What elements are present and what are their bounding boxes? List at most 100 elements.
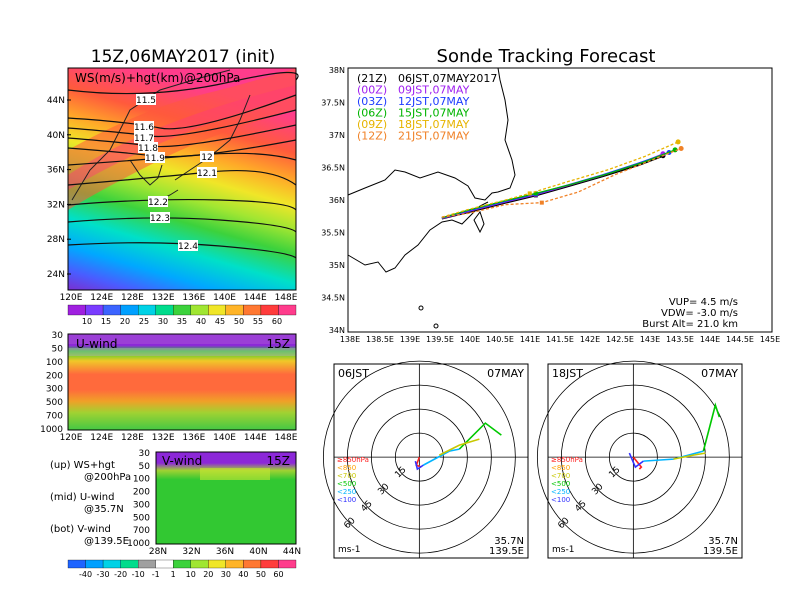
contour-label-bg <box>138 142 158 153</box>
track-legend-z: (03Z) <box>357 95 387 108</box>
hodograph-lat: 35.7N <box>708 536 738 547</box>
track-burst-marker <box>527 191 532 196</box>
tick-label: 138.5E <box>366 335 394 344</box>
tick-label: 35.5N <box>321 229 345 238</box>
colorbar-label: -1 <box>152 570 160 579</box>
hodograph-level-label: <250 <box>337 488 356 496</box>
track-legend-jst: 12JST,07MAY <box>398 95 470 108</box>
tick-label: 144E <box>244 293 267 303</box>
hodograph-lat: 35.7N <box>494 536 524 547</box>
colorbar-cell <box>138 304 156 316</box>
param-burst: Burst Alt= 21.0 km <box>642 319 738 330</box>
colorbar-cell <box>278 304 297 316</box>
tick-label: 148E <box>275 433 298 443</box>
tick-label: 136E <box>182 293 205 303</box>
track-legend-jst: 15JST,07MAY <box>398 107 470 120</box>
right-title: Sonde Tracking Forecast <box>437 46 656 67</box>
tick-label: 28N <box>47 235 65 245</box>
track-series-line <box>441 141 679 218</box>
colorbar-cell <box>120 304 139 316</box>
track-lat-ticks: 38N 37.5N 37N 36.5N 36N 35.5N 35N 34.5N 34N <box>321 66 345 335</box>
tick-label: 132E <box>152 293 175 303</box>
track-burst-point <box>675 139 681 145</box>
u-wind-top-band <box>68 334 296 344</box>
colorbar-cell <box>190 559 209 569</box>
hodograph-level-label: <100 <box>551 496 570 504</box>
tick-label: 141E <box>520 335 540 344</box>
tick-label: 140E <box>460 335 480 344</box>
uv-colorbar: -40 -30 -20 -10 -1 1 10 20 30 40 50 60 <box>67 559 297 579</box>
colorbar-label: -10 <box>132 570 145 579</box>
hodograph-date: 07MAY <box>487 367 524 380</box>
tick-label: 200 <box>46 371 63 381</box>
island <box>433 323 439 329</box>
hodograph-time: 18JST <box>552 367 583 380</box>
hodograph-ring <box>608 432 658 482</box>
contour-label: 12.2 <box>148 198 168 208</box>
colorbar-cell <box>85 304 104 316</box>
colorbar-cell <box>225 304 244 316</box>
hodograph-trace <box>628 452 644 469</box>
track-burst-point <box>678 146 684 152</box>
colorbar-label: 55 <box>253 317 263 326</box>
hodograph-time: 06JST <box>338 367 369 380</box>
hodograph-trace <box>422 448 460 466</box>
colorbar-label: 50 <box>256 570 266 579</box>
tick-label: 142E <box>580 335 600 344</box>
tick-label: 500 <box>133 513 150 523</box>
colorbar-cell <box>278 559 297 569</box>
colorbar-cell <box>102 304 121 316</box>
coastline-south <box>347 201 489 273</box>
contour-label: 12.3 <box>150 214 170 224</box>
colorbar-cell <box>208 304 226 316</box>
contour-label: 12 <box>201 153 212 163</box>
colorbar-cell <box>102 559 121 569</box>
contour-label: 11.7 <box>134 134 154 144</box>
colorbar-label: 10 <box>186 570 196 579</box>
tick-label: 140.5E <box>486 335 514 344</box>
tick-label: 144.5E <box>726 335 754 344</box>
contour-labels: 11.5 11.6 11.7 11.8 11.9 12 12.1 12.2 12… <box>134 94 217 252</box>
colorbar-label: 25 <box>139 317 149 326</box>
legend-mid-2: @35.7N <box>84 504 124 515</box>
track-legend: (21Z) 06JST,07MAY2017 (00Z) 09JST,07MAY (03Z… <box>357 72 497 143</box>
colorbar-cell <box>225 559 244 569</box>
tick-label: 138E <box>340 335 360 344</box>
colorbar-cell <box>260 304 279 316</box>
hodograph-trace <box>702 402 721 452</box>
colorbar-label: 20 <box>120 317 130 326</box>
tick-label: 40N <box>47 131 65 141</box>
colorbar-label: 50 <box>234 317 244 326</box>
contour-label-bg <box>197 167 217 178</box>
tick-label: 128E <box>121 433 144 443</box>
tick-label: 30 <box>52 331 64 341</box>
hodograph-level-label: <500 <box>551 480 570 488</box>
colorbar-cell <box>67 559 86 569</box>
hodograph-level-label: <250 <box>551 488 570 496</box>
tick-label: 1000 <box>127 539 150 549</box>
hodograph-ring <box>346 384 492 530</box>
colorbar-label: 15 <box>101 317 111 326</box>
colorbar-label: -30 <box>97 570 110 579</box>
colorbar-label: 40 <box>238 570 248 579</box>
tick-label: 139E <box>400 335 420 344</box>
map-label: WS(m/s)+hgt(km)@200hPa <box>75 71 240 85</box>
contour-label: 11.5 <box>136 96 156 106</box>
param-vup: VUP= 4.5 m/s <box>669 297 738 308</box>
tick-label: 34N <box>329 326 345 335</box>
u-wind-x-ticks: 120E 124E 128E 132E 136E 140E 144E 148E <box>60 433 298 443</box>
map-lon-ticks: 120E 124E 128E 132E 136E 140E 144E 148E <box>60 293 298 303</box>
tick-label: 200 <box>133 488 150 498</box>
legend-up-1: (up) WS+hgt <box>50 460 115 471</box>
colorbar-label: 30 <box>221 570 231 579</box>
hodograph-ring <box>322 360 516 554</box>
tick-label: 136E <box>182 433 205 443</box>
hodograph-unit: ms-1 <box>552 545 574 555</box>
legend-bot-1: (bot) V-wind <box>50 524 111 535</box>
hodograph-ring <box>370 408 468 506</box>
colorbar-label: 35 <box>177 317 187 326</box>
hodograph-ring <box>394 432 444 482</box>
tick-label: 140E <box>213 293 236 303</box>
contour-label-bg <box>200 151 214 162</box>
